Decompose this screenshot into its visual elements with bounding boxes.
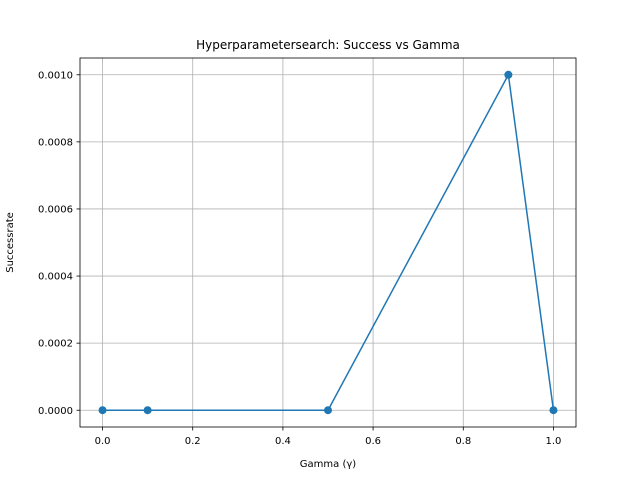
series-layer xyxy=(98,70,558,415)
series-line xyxy=(102,74,555,411)
x-axis-label: Gamma (γ) xyxy=(300,459,356,470)
y-tick-label: 0.0000 xyxy=(38,406,73,417)
data-point xyxy=(549,406,558,415)
plot-frame xyxy=(79,57,577,428)
x-tick-label: 0.2 xyxy=(185,436,201,447)
y-axis-label: Successrate xyxy=(5,212,16,273)
x-tick-label: 0.4 xyxy=(275,436,291,447)
data-point xyxy=(324,406,332,415)
y-tick-label: 0.0010 xyxy=(38,70,73,81)
y-tick-label: 0.0006 xyxy=(38,205,73,216)
chart-title: Hyperparametersearch: Success vs Gamma xyxy=(196,38,460,52)
x-tick-label: 0.0 xyxy=(95,436,111,447)
axis-ticks: 0.0 0.2 0.4 0.6 0.8 1.0 0.0000 0.0002 0.0004 0.00… xyxy=(38,70,561,447)
data-point xyxy=(143,406,152,415)
data-point xyxy=(504,70,513,79)
x-tick-label: 0.8 xyxy=(455,436,471,447)
data-point xyxy=(98,406,107,415)
y-tick-label: 0.0008 xyxy=(38,137,73,148)
x-tick-label: 1.0 xyxy=(546,436,562,447)
y-tick-label: 0.0002 xyxy=(38,339,73,350)
x-tick-label: 0.6 xyxy=(365,436,381,447)
grid xyxy=(80,58,576,427)
y-tick-label: 0.0004 xyxy=(38,272,73,283)
